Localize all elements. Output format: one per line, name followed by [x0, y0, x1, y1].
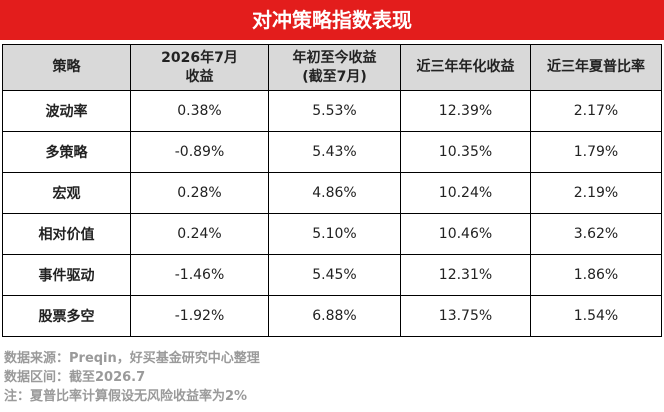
notes: 数据来源：Preqin，好买基金研究中心整理 数据区间：截至2026.7 注：夏普比…: [4, 349, 260, 406]
cell: 1.86%: [530, 254, 662, 296]
header-text: 收益: [185, 68, 214, 85]
cell: 4.86%: [268, 172, 401, 214]
cell: 0.24%: [130, 213, 269, 255]
note: 数据来源：Preqin，好买基金研究中心整理: [4, 351, 260, 366]
table-body: 波动率 0.38% 5.53% 12.39% 2.17% 多策略 -0.89% 5.43% 10…: [2, 90, 662, 337]
cell: -0.89%: [130, 131, 269, 173]
header-text: 策略: [52, 59, 81, 75]
header-cell: 近三年夏普比率: [530, 44, 662, 91]
cell: 1.79%: [530, 131, 662, 173]
row-label: 波动率: [2, 90, 131, 132]
cell: 12.31%: [400, 254, 531, 296]
row-label: 股票多空: [2, 295, 131, 337]
header-cell: 年初至今收益 (截至7月): [268, 44, 401, 91]
cell: 12.39%: [400, 90, 531, 132]
header-row: 策略 2026年7月 收益 年初至今收益 (截至7月) 近三年年化收益 近三年夏普比率: [2, 44, 662, 91]
cell: 2.19%: [530, 172, 662, 214]
header-text: 2026年7月: [161, 49, 238, 66]
cell: 0.38%: [130, 90, 269, 132]
header-cell: 策略: [2, 44, 131, 91]
cell: 3.62%: [530, 213, 662, 255]
header-cell: 2026年7月 收益: [130, 44, 269, 91]
cell: 0.28%: [130, 172, 269, 214]
cell: 5.10%: [268, 213, 401, 255]
row-label: 宏观: [2, 172, 131, 214]
row-label: 事件驱动: [2, 254, 131, 296]
table-row: 宏观 0.28% 4.86% 10.24% 2.19%: [2, 172, 662, 214]
table-row: 相对价值 0.24% 5.10% 10.46% 3.62%: [2, 213, 662, 255]
table-row: 股票多空 -1.92% 6.88% 13.75% 1.54%: [2, 295, 662, 337]
cell: 5.43%: [268, 131, 401, 173]
note: 数据区间：截至2026.7: [4, 370, 146, 385]
title: 对冲策略指数表现: [0, 0, 664, 40]
cell: -1.46%: [130, 254, 269, 296]
header-text: 近三年夏普比率: [547, 59, 645, 75]
cell: -1.92%: [130, 295, 269, 337]
cell: 6.88%: [268, 295, 401, 337]
cell: 10.35%: [400, 131, 531, 173]
cell: 10.24%: [400, 172, 531, 214]
table-row: 波动率 0.38% 5.53% 12.39% 2.17%: [2, 90, 662, 132]
header-text: 近三年年化收益: [416, 59, 515, 75]
cell: 2.17%: [530, 90, 662, 132]
header-text: 年初至今收益: [292, 49, 377, 66]
row-label: 多策略: [2, 131, 131, 173]
cell: 5.53%: [268, 90, 401, 132]
table: 策略 2026年7月 收益 年初至今收益 (截至7月) 近三年年化收益 近三年夏普比率 波动…: [2, 44, 662, 337]
table-row: 多策略 -0.89% 5.43% 10.35% 1.79%: [2, 131, 662, 173]
header-text: (截至7月): [302, 68, 367, 85]
note: 注：夏普比率计算假设无风险收益率为2%: [4, 389, 248, 404]
cell: 5.45%: [268, 254, 401, 296]
header-cell: 近三年年化收益: [400, 44, 531, 91]
cell: 1.54%: [530, 295, 662, 337]
cell: 13.75%: [400, 295, 531, 337]
table-row: 事件驱动 -1.46% 5.45% 12.31% 1.86%: [2, 254, 662, 296]
row-label: 相对价值: [2, 213, 131, 255]
cell: 10.46%: [400, 213, 531, 255]
